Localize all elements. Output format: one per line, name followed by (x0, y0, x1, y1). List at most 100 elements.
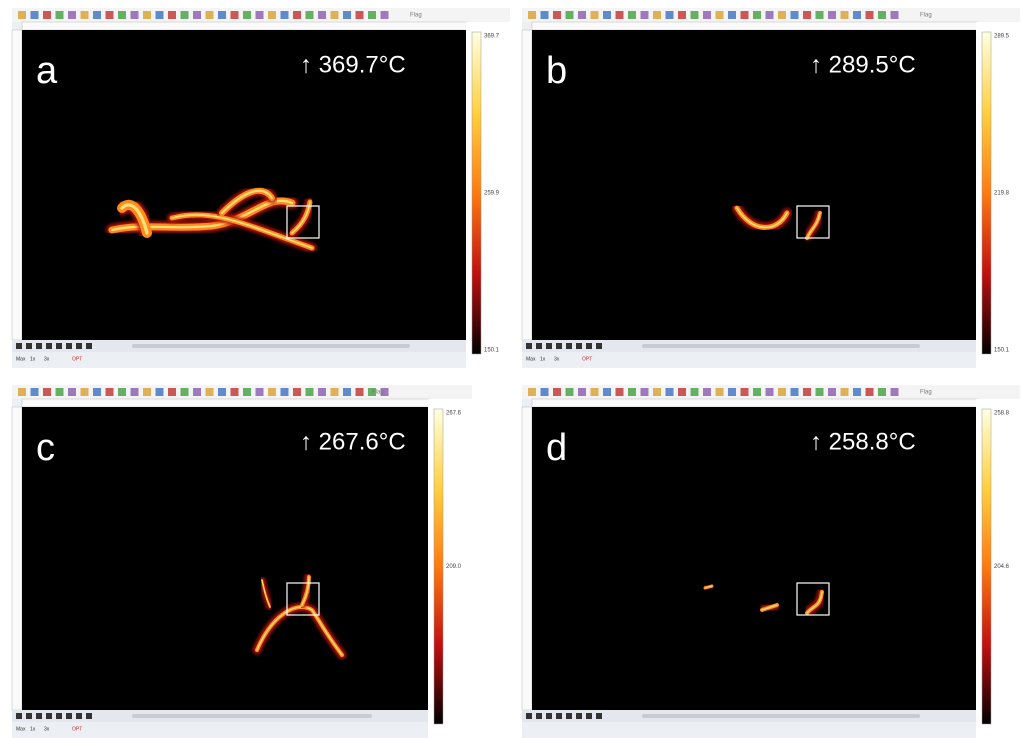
play-button (76, 343, 82, 349)
colorbar-label: 219.8 (994, 191, 1010, 197)
toolbar-icon (778, 388, 786, 396)
toolbar-icon (256, 388, 264, 396)
seek-track (132, 714, 372, 718)
colorbar-label: 204.6 (994, 564, 1010, 570)
play-button (586, 343, 592, 349)
control-label: 1x (30, 356, 36, 362)
play-button (76, 713, 82, 719)
toolbar-icon (243, 388, 251, 396)
play-button (546, 343, 552, 349)
toolbar-icon (541, 388, 549, 396)
toolbar-icon (56, 11, 64, 19)
ruler (22, 399, 430, 407)
toolbar-icon (803, 11, 811, 19)
toolbar-icon (81, 388, 89, 396)
toolbar-icon (306, 11, 314, 19)
colorbar (434, 409, 443, 724)
toolbar-icon (653, 388, 661, 396)
control-label: 3x (554, 356, 560, 362)
toolbar-icon (566, 11, 574, 19)
toolbar-icon (853, 11, 861, 19)
toolbar-icon (641, 388, 649, 396)
colorbar-label: 289.5 (994, 34, 1010, 40)
toolbar-icon (816, 388, 824, 396)
play-button (46, 343, 52, 349)
toolbar-icon (18, 388, 26, 396)
toolbar-icon (106, 388, 114, 396)
play-button (26, 343, 32, 349)
toolbar-icon (666, 11, 674, 19)
toolbar-icon (256, 11, 264, 19)
play-button (586, 713, 592, 719)
toolbar-icon (891, 388, 899, 396)
toolbar-icon (368, 11, 376, 19)
control-label: OPT (582, 356, 592, 362)
toolbar-icon (306, 388, 314, 396)
toolbar-icon (343, 388, 351, 396)
play-button (556, 343, 562, 349)
play-button (16, 343, 22, 349)
toolbar-icon (678, 11, 686, 19)
toolbar-icon (753, 388, 761, 396)
play-button (86, 713, 92, 719)
toolbar-icon (156, 11, 164, 19)
control-label: 1x (30, 726, 36, 732)
control-label: 3x (44, 356, 50, 362)
play-button (56, 343, 62, 349)
toolbar-icon (293, 388, 301, 396)
play-button (36, 343, 42, 349)
control-label: 3x (44, 726, 50, 732)
colorbar-label: 258.8 (994, 411, 1010, 417)
colorbar (982, 409, 991, 724)
toolbar-icon (703, 388, 711, 396)
play-button (16, 713, 22, 719)
toolbar-icon (791, 11, 799, 19)
toolbar-icon (118, 11, 126, 19)
toolbar-icon (68, 11, 76, 19)
max-temperature: ↑ 267.6°C (300, 428, 406, 455)
seek-track (642, 714, 920, 718)
toolbar-icon (741, 11, 749, 19)
play-button (26, 713, 32, 719)
play-button (46, 713, 52, 719)
ruler-left (12, 407, 22, 710)
toolbar-icon (356, 388, 364, 396)
play-button (596, 713, 602, 719)
toolbar-icon (691, 11, 699, 19)
toolbar-icon (591, 11, 599, 19)
toolbar-icon (206, 388, 214, 396)
toolbar-icon (828, 388, 836, 396)
toolbar-icon (156, 388, 164, 396)
screenshot-panel: Flagc↑ 267.6°C267.6209.0Max1x3xOPT (12, 385, 472, 738)
toolbar-icon (143, 11, 151, 19)
toolbar-icon (666, 388, 674, 396)
toolbar-icon (231, 11, 239, 19)
toolbar-icon (318, 11, 326, 19)
toolbar-icon (31, 388, 39, 396)
ruler (532, 22, 978, 30)
ruler-left (522, 30, 532, 340)
toolbar-icon (603, 388, 611, 396)
toolbar-icon (43, 11, 51, 19)
toolbar-icon (381, 11, 389, 19)
control-label: OPT (72, 726, 82, 732)
seek-track (642, 344, 920, 348)
toolbar-icon (181, 388, 189, 396)
toolbar-icon (578, 388, 586, 396)
toolbar-icon (331, 11, 339, 19)
play-button (526, 343, 532, 349)
play-button (36, 713, 42, 719)
toolbar-icon (778, 11, 786, 19)
control-label: Max (526, 356, 536, 362)
toolbar-icon (791, 388, 799, 396)
toolbar-icon (716, 388, 724, 396)
ruler (22, 22, 468, 30)
toolbar-icon (553, 11, 561, 19)
toolbar-icon (268, 11, 276, 19)
panel-label: c (36, 427, 55, 469)
toolbar-icon (528, 11, 536, 19)
toolbar-icon (866, 11, 874, 19)
toolbar-icon (766, 388, 774, 396)
toolbar-icon (766, 11, 774, 19)
